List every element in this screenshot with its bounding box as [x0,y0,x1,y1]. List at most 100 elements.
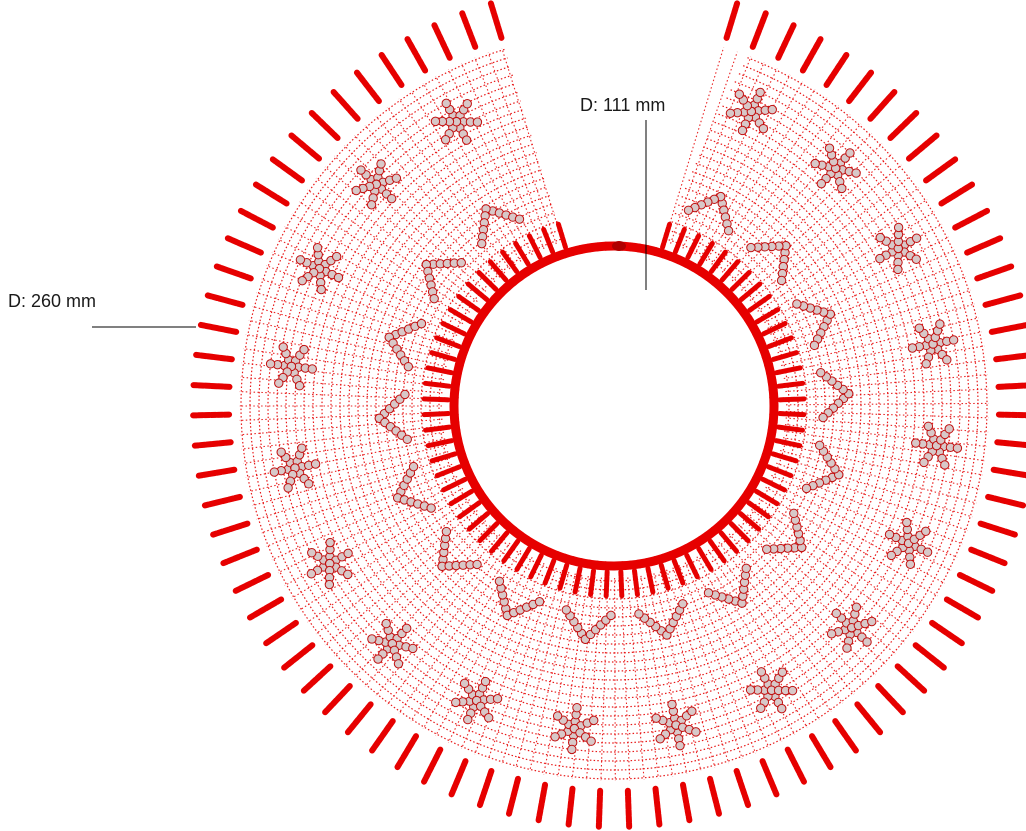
inner-fringe-strand [447,307,474,325]
fringe-strand [487,0,505,41]
neck-ring-bead [508,277,518,287]
mesh-spoke [460,562,545,749]
fringe-strand [201,493,243,509]
neck-ring-bead [703,272,713,282]
motif-bead [483,713,494,723]
neck-ring-bead [490,508,500,518]
motif-bead [905,559,916,569]
inner-fringe-strand [631,568,640,598]
inner-fringe-strand [572,565,583,595]
mesh-spoke [723,537,855,695]
neck-ring-bead [502,282,512,292]
mesh-spoke [410,550,522,722]
mesh-spoke [324,166,482,297]
neck-ring-bead [536,258,546,268]
mesh-spoke [343,525,491,667]
fringe-strand [210,520,251,538]
neck-ring-bead [752,328,762,338]
fringe-strand [269,156,305,184]
mesh-spoke [256,292,451,355]
mesh-spoke [585,577,602,781]
neck-ring-bead [626,242,636,252]
neck-ring-bead [466,474,476,484]
inner-fringe-strand [719,259,741,283]
motif-bead [269,467,280,477]
neck-ring-bead [716,282,726,292]
neck-ring-bead [642,558,652,568]
neck-ring-bead [536,544,546,554]
fringe-strand [995,382,1026,390]
mesh-spoke [501,47,564,243]
neck-ring-bead [522,535,532,545]
motif-bead [745,685,756,695]
fringe-strand [394,733,420,771]
mesh-spoke [398,546,516,714]
motif-bead [393,659,404,669]
neck-ring-bead [475,314,485,324]
mesh-spoke [640,575,674,777]
inner-fringe-strand [434,464,463,479]
mesh-spoke [776,462,968,532]
motif-bead [809,340,820,351]
neck-ring-bead [470,321,480,331]
mesh-spoke [678,565,757,754]
inner-fringe-strand [441,476,468,493]
fringe-strand [322,683,353,716]
neck-ring-bead [748,321,758,331]
mesh-spoke [765,486,945,584]
fringe-strand [733,767,752,809]
motif-bead [952,443,963,453]
mesh-spoke [753,187,920,307]
fringe-strand [867,88,898,122]
mesh-spoke [284,226,464,325]
motif-bead [480,676,491,687]
inner-fringe-strand [754,307,781,325]
motif-bead [787,685,798,696]
neck-ring-bead [748,481,758,491]
neck-ring-bead [522,267,532,277]
mesh-spoke [334,520,487,657]
mesh-ring [375,177,853,645]
neck-ring-bead [460,344,470,354]
inner-fringe-strand [421,396,451,403]
motif-bead [416,318,427,329]
neck-ring-bead [689,540,699,550]
motif-bead [944,424,954,434]
neck-ring-bead [480,495,490,505]
fringe-strand [308,109,341,142]
motif-bead [400,389,410,400]
fringe-strand [476,767,495,809]
motif-bead [456,258,466,268]
motif-bead [755,87,765,98]
motif-bead [675,740,685,751]
neck-ring-bead [584,559,594,569]
neck-ring-bead [449,409,459,419]
motif-bead [463,714,473,725]
motif-bead [310,459,321,469]
mesh-spoke [785,374,988,393]
inner-fringe-strand [555,221,568,250]
inner-fringe-strand [476,269,499,292]
mesh-spoke [733,528,876,676]
mesh-spoke [364,534,501,687]
fringe-strand [190,411,233,419]
mesh-spoke [754,503,923,621]
inner-fringe-strand [603,569,610,599]
neck-ring-bead [738,495,748,505]
mesh-spoke [676,56,752,247]
mesh-spoke [277,481,461,574]
neck-ring-bead [568,556,578,566]
inner-fringe-strand [542,558,557,586]
neck-ring-bead [650,556,660,566]
neck-ring-bead [451,376,461,386]
neck-ring-bead [764,442,774,452]
motif-bead [429,293,439,304]
mesh-spoke [694,74,791,255]
inner-fringe-strand [448,488,475,507]
mesh-spoke [291,493,467,599]
mesh-spoke [354,134,496,283]
fringe-strand [894,663,928,694]
inner-fringe-strand [514,546,532,572]
mesh-spoke [718,541,844,704]
neck-ring-bead [682,258,692,268]
